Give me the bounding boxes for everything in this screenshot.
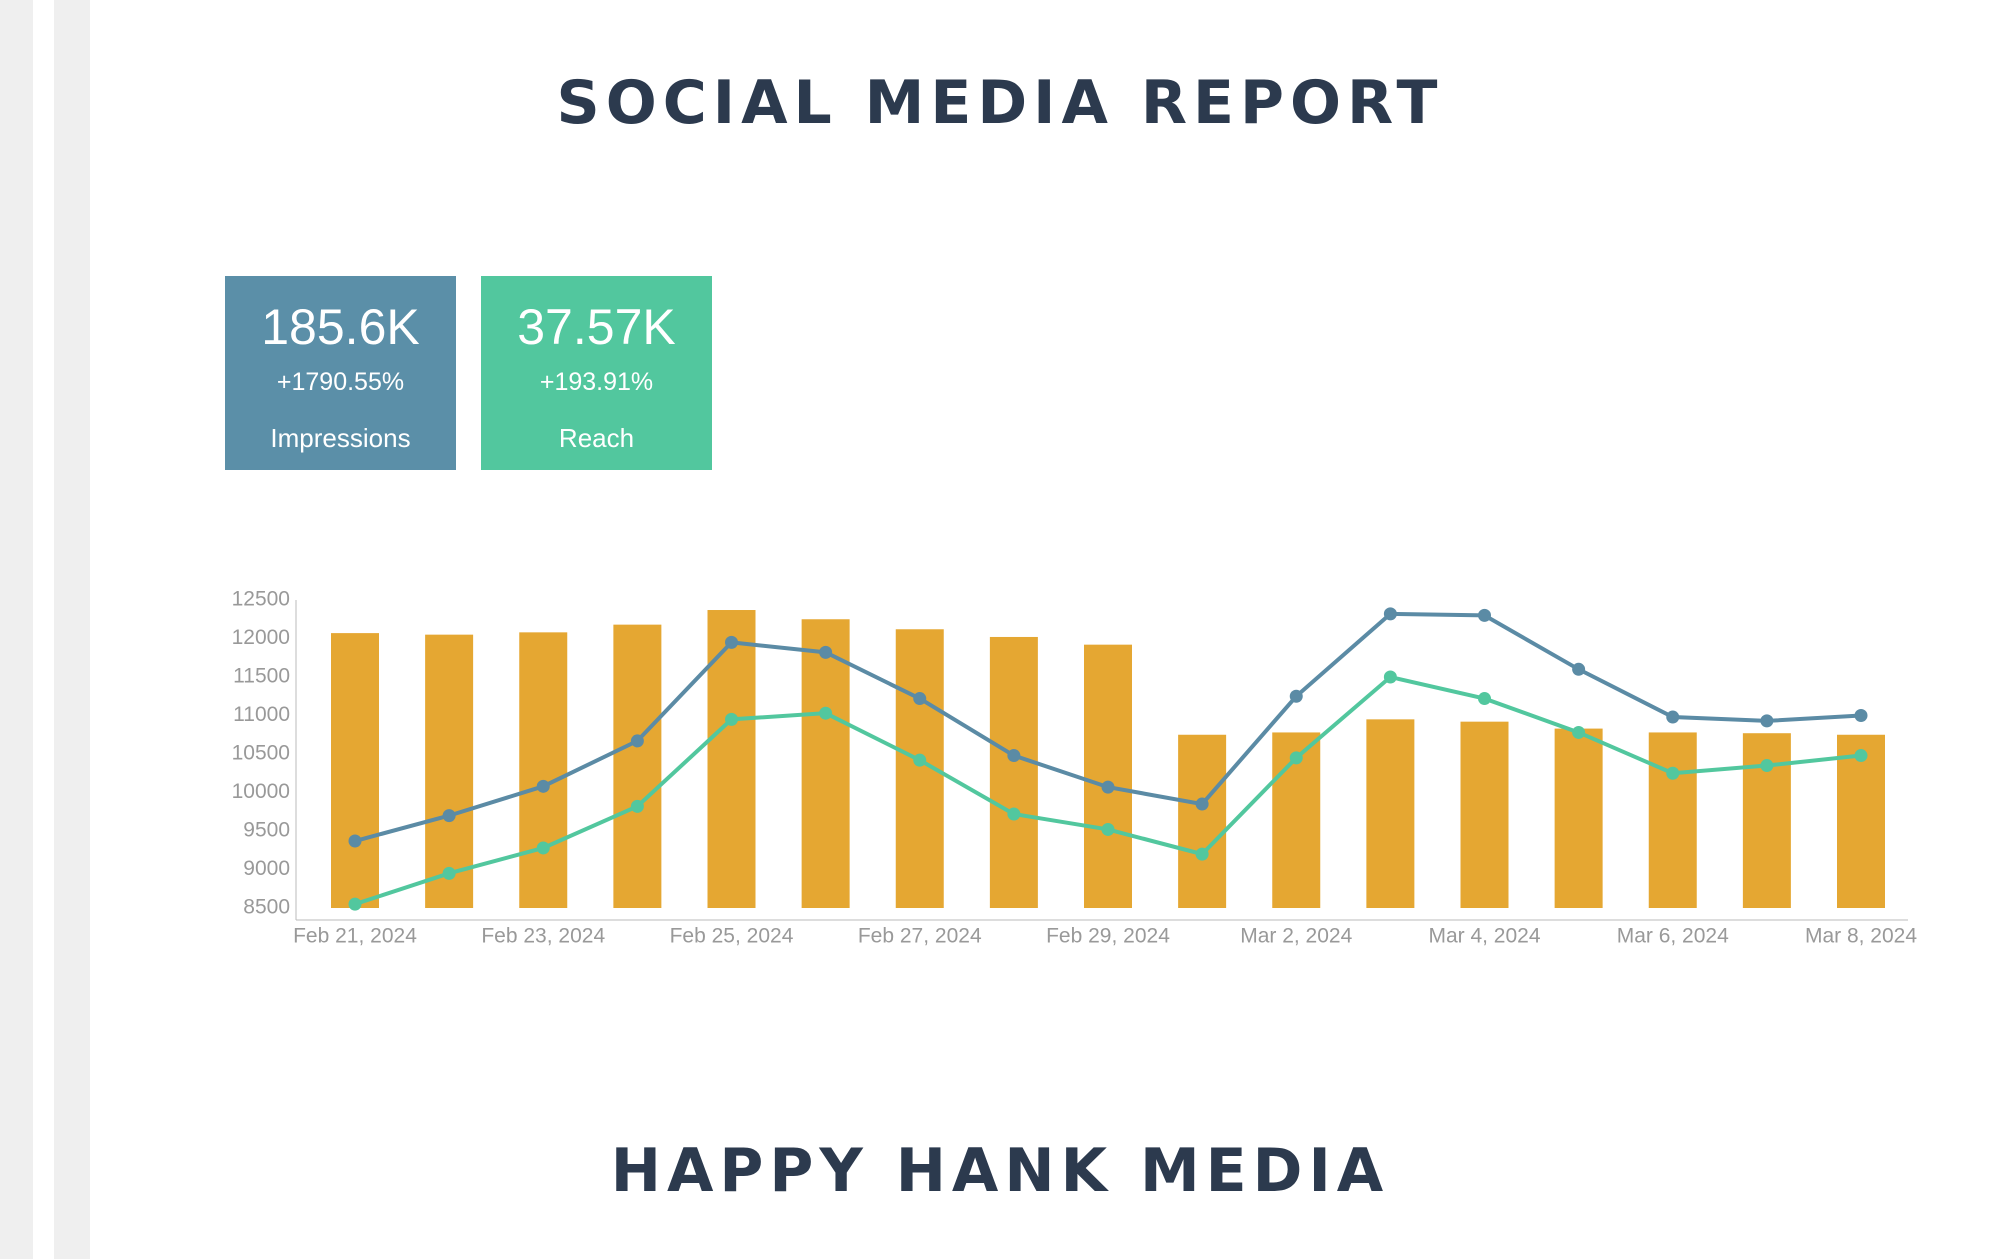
y-tick-label: 10500 [232,742,290,765]
report-title: SOCIAL MEDIA REPORT [556,68,1444,138]
point [725,635,738,649]
bar [1554,728,1603,908]
bar [801,619,850,908]
bar [707,610,756,908]
y-tick-label: 10000 [232,780,290,803]
kpi-value: 185.6K [261,299,420,355]
x-tick-label: Mar 2, 2024 [1240,925,1352,948]
bar [1084,644,1132,908]
point [913,753,927,767]
point [1854,709,1868,722]
point [1007,749,1021,763]
bar [331,633,379,908]
bar [1460,721,1509,908]
x-tick-label: Feb 27, 2024 [858,925,982,948]
point [536,841,550,855]
bar [1178,734,1227,908]
y-tick-label: 9500 [243,819,290,842]
point [1478,692,1491,706]
x-tick-label: Feb 29, 2024 [1046,925,1170,948]
point [1101,780,1115,794]
x-tick-label: Feb 23, 2024 [481,925,605,948]
kpi-card: 185.6K +1790.55% Impressions [225,276,456,470]
point [1854,749,1868,763]
bar [989,636,1038,908]
brand: HAPPY HANK MEDIA [610,1136,1390,1206]
point [630,799,644,813]
point [1007,807,1021,821]
y-tick-label: 12500 [232,588,290,611]
bar [519,632,568,908]
point [1195,847,1209,861]
x-tick-label: Feb 21, 2024 [293,925,417,948]
kpi-label: Impressions [270,423,411,453]
point [536,779,550,793]
side-strip [0,0,33,1259]
point [630,734,644,748]
kpi-label: Reach [558,423,635,453]
y-tick-label: 9000 [243,857,290,880]
bar [1648,732,1697,908]
point [1666,766,1680,780]
point [348,897,362,911]
x-tick-label: Mar 4, 2024 [1428,925,1540,948]
point [348,834,362,848]
y-tick-label: 11500 [233,665,290,688]
point [1195,797,1209,811]
bar [1366,719,1415,908]
point [442,866,456,880]
bar [1837,734,1885,908]
point [1760,714,1774,728]
x-tick-label: Feb 25, 2024 [670,925,794,948]
kpi-change: +193.91% [539,368,654,396]
point [1101,822,1115,836]
point [1760,759,1774,773]
y-tick-label: 12000 [232,626,290,649]
x-tick-label: Mar 6, 2024 [1617,925,1729,948]
point [819,645,833,659]
bar [613,624,662,908]
point [1572,725,1586,739]
point [1289,689,1303,703]
point [1289,751,1303,765]
point [1383,670,1397,684]
y-tick-label: 8500 [243,896,290,919]
point [725,712,738,726]
point [1383,607,1397,621]
kpi-card: 37.57K +193.91% Reach [481,276,712,470]
point [1478,608,1491,622]
point [1666,710,1680,724]
kpi-change: +1790.55% [276,368,405,396]
point [913,692,927,706]
kpi-value: 37.57K [517,299,676,355]
point [442,809,456,823]
y-tick-label: 11000 [233,703,290,726]
point [1572,662,1586,676]
side-strip [54,0,90,1259]
bar [425,634,474,908]
x-tick-label: Mar 8, 2024 [1805,925,1917,948]
point [819,706,833,720]
